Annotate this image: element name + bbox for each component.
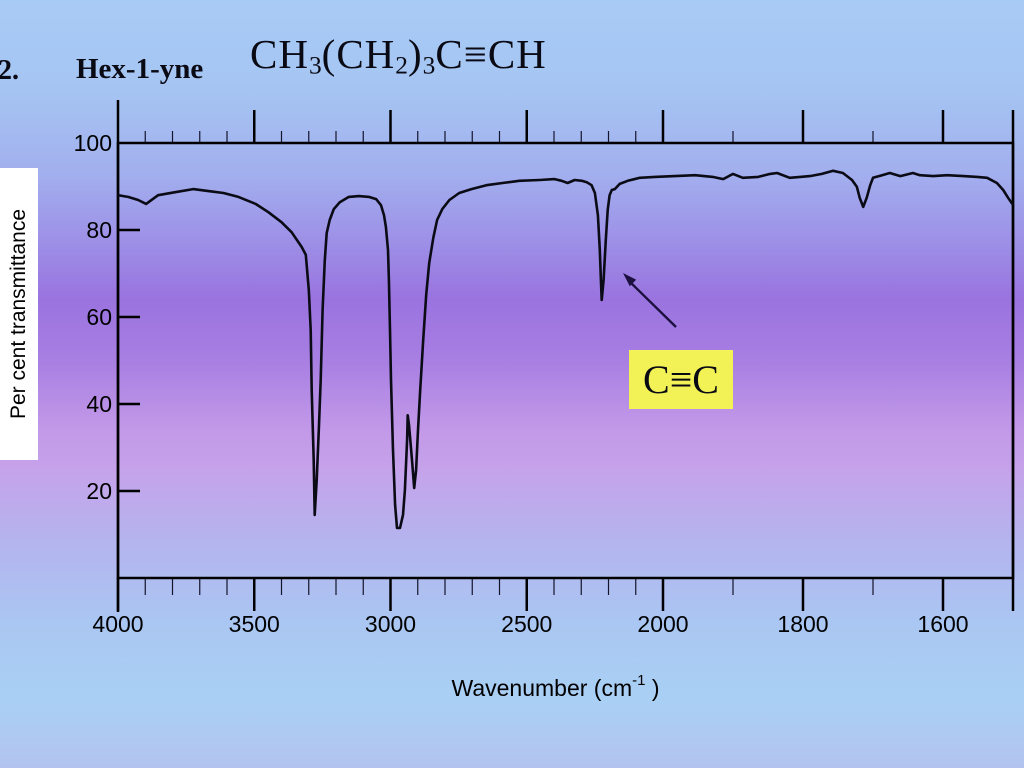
y-axis-ticks — [118, 228, 140, 493]
chemical-formula: CH3(CH2)3C≡CH — [250, 31, 547, 80]
y-tick-label-100: 100 — [74, 130, 112, 156]
spectrum-curve — [116, 169, 1014, 530]
x-axis-title-end: ) — [645, 675, 660, 701]
x-axis-title-main: Wavenumber (cm — [451, 675, 633, 701]
x-axis-title: Wavenumber (cm-1 ) — [108, 672, 1003, 702]
x-tick-labels: 4000 3500 3000 2500 2000 1800 1600 — [92, 611, 968, 637]
x-tick-label-2000: 2000 — [637, 611, 688, 637]
y-tick-labels: 100 80 60 40 20 — [74, 130, 112, 504]
x-axis-title-superscript: -1 — [632, 672, 646, 689]
ylabel-box: Per cent transmittance — [0, 168, 38, 460]
x-tick-label-1800: 1800 — [777, 611, 828, 637]
annotation-arrow — [623, 273, 677, 328]
plot-frame — [116, 100, 1015, 612]
x-axis-ticks-top — [144, 110, 945, 143]
y-tick-label-40: 40 — [86, 391, 112, 417]
annotation-label: C≡C — [643, 357, 719, 402]
x-tick-label-4000: 4000 — [92, 611, 143, 637]
y-tick-label-20: 20 — [86, 478, 112, 504]
x-tick-label-3000: 3000 — [365, 611, 416, 637]
x-tick-label-3500: 3500 — [229, 611, 280, 637]
y-tick-label-80: 80 — [86, 217, 112, 243]
x-tick-label-2500: 2500 — [501, 611, 552, 637]
slide-number: 2. — [0, 55, 19, 86]
x-axis-ticks-bottom — [116, 578, 945, 611]
x-tick-label-1600: 1600 — [917, 611, 968, 637]
compound-title: Hex-1-yne — [76, 53, 204, 85]
c-triple-c-callout: C≡C — [629, 350, 733, 409]
y-tick-label-60: 60 — [86, 304, 112, 330]
